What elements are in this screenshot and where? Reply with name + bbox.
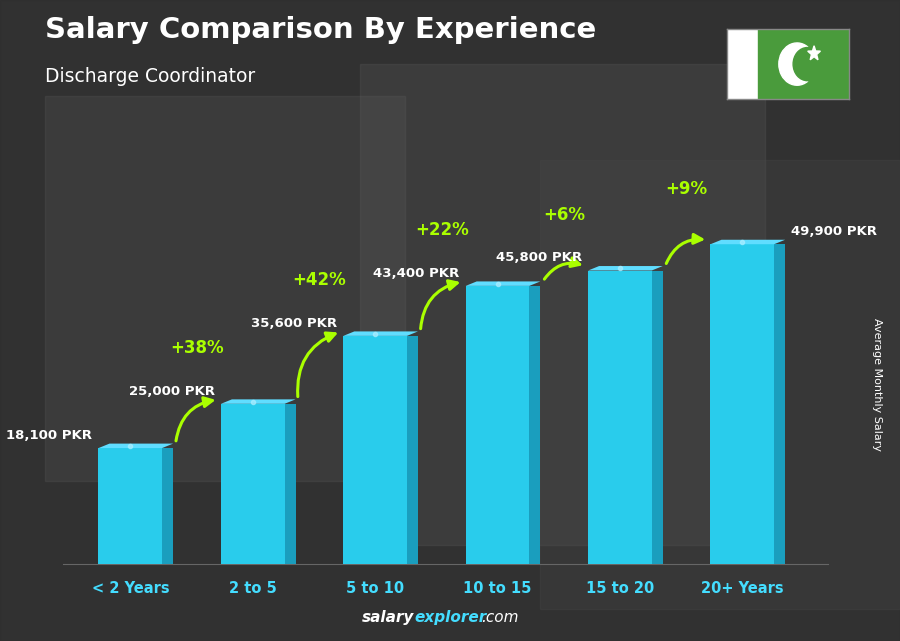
Text: 20+ Years: 20+ Years	[701, 581, 784, 596]
Text: Average Monthly Salary: Average Monthly Salary	[872, 318, 883, 451]
Text: 5 to 10: 5 to 10	[346, 581, 404, 596]
Polygon shape	[652, 271, 662, 564]
Polygon shape	[284, 404, 295, 564]
Text: 2 to 5: 2 to 5	[229, 581, 276, 596]
Text: 25,000 PKR: 25,000 PKR	[129, 385, 215, 397]
Polygon shape	[758, 29, 849, 99]
Text: 15 to 20: 15 to 20	[586, 581, 654, 596]
Polygon shape	[710, 240, 785, 244]
Polygon shape	[465, 286, 529, 564]
Polygon shape	[774, 244, 785, 564]
Polygon shape	[98, 444, 173, 448]
Polygon shape	[407, 336, 418, 564]
Text: +42%: +42%	[292, 271, 346, 290]
Text: +38%: +38%	[170, 339, 224, 358]
Polygon shape	[465, 281, 540, 286]
Text: explorer: explorer	[414, 610, 486, 625]
Text: 10 to 15: 10 to 15	[464, 581, 532, 596]
Polygon shape	[162, 448, 173, 564]
Wedge shape	[778, 43, 807, 85]
Text: 45,800 PKR: 45,800 PKR	[496, 251, 582, 264]
Text: +9%: +9%	[666, 179, 707, 197]
Polygon shape	[343, 336, 407, 564]
Polygon shape	[343, 331, 418, 336]
Text: +22%: +22%	[415, 221, 469, 239]
Polygon shape	[529, 286, 540, 564]
Polygon shape	[727, 29, 758, 99]
Text: Salary Comparison By Experience: Salary Comparison By Experience	[45, 16, 596, 44]
Text: .com: .com	[482, 610, 519, 625]
Text: 49,900 PKR: 49,900 PKR	[791, 225, 878, 238]
Text: salary: salary	[362, 610, 414, 625]
Text: +6%: +6%	[544, 206, 585, 224]
Polygon shape	[807, 46, 821, 60]
Text: 35,600 PKR: 35,600 PKR	[251, 317, 338, 329]
Polygon shape	[588, 271, 652, 564]
Circle shape	[793, 47, 822, 81]
Polygon shape	[98, 448, 162, 564]
Polygon shape	[710, 244, 774, 564]
Text: < 2 Years: < 2 Years	[92, 581, 169, 596]
Text: 18,100 PKR: 18,100 PKR	[6, 429, 93, 442]
Text: 43,400 PKR: 43,400 PKR	[374, 267, 460, 279]
Polygon shape	[220, 404, 284, 564]
Text: Discharge Coordinator: Discharge Coordinator	[45, 67, 256, 87]
Polygon shape	[220, 399, 295, 404]
Polygon shape	[588, 266, 662, 271]
